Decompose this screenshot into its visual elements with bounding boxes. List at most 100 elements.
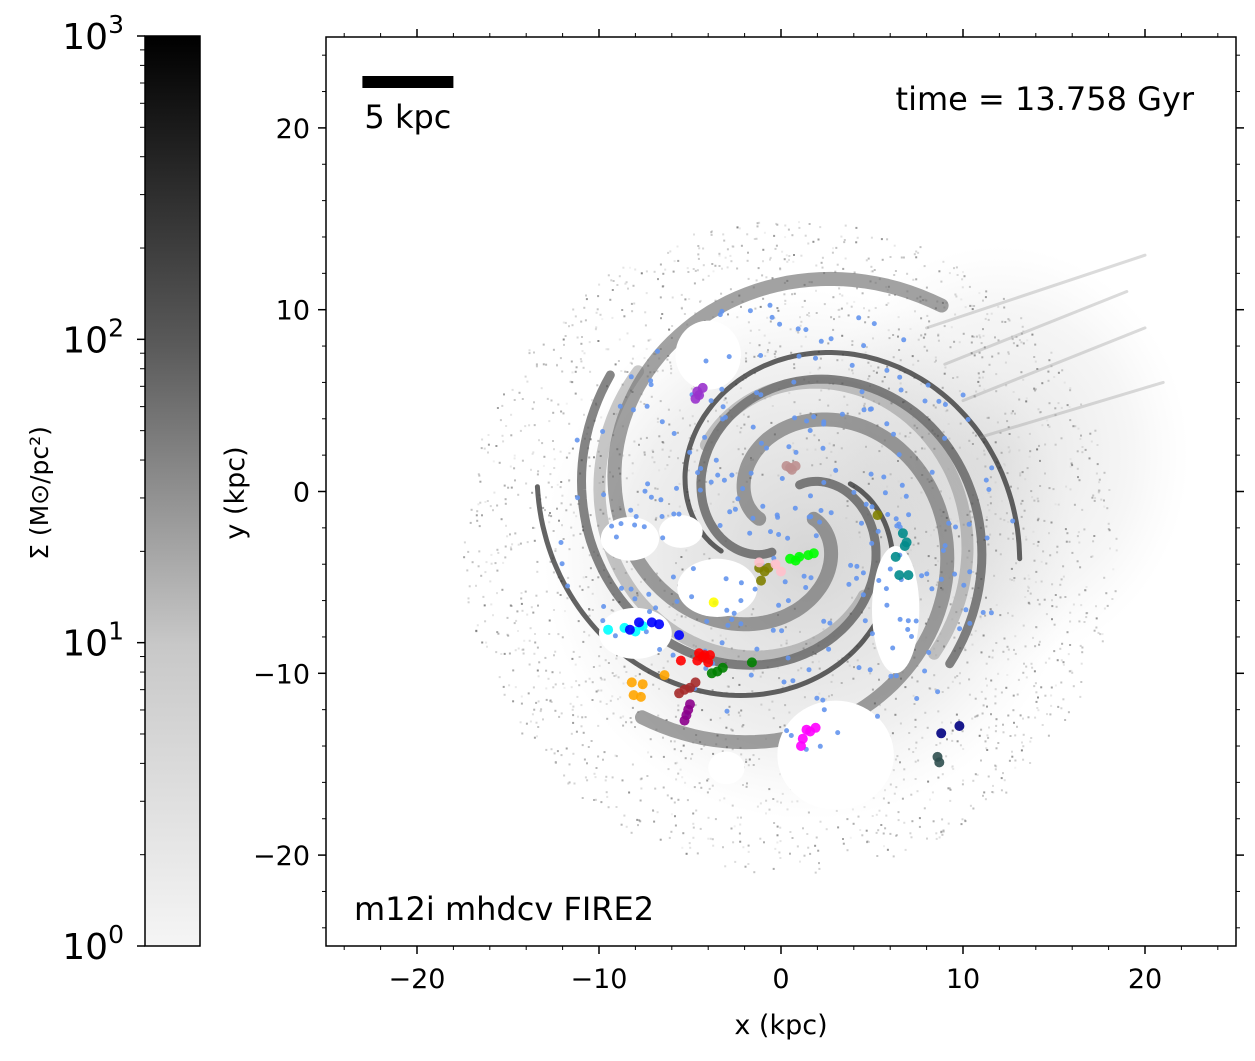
field-star-point xyxy=(769,314,775,320)
field-star-point xyxy=(891,431,896,437)
field-star-point xyxy=(727,509,733,515)
field-star-point xyxy=(781,679,787,685)
field-star-point xyxy=(868,471,874,477)
y-tick-label: 0 xyxy=(293,478,310,509)
y-tick-label: −10 xyxy=(253,659,310,690)
cluster-point xyxy=(637,679,648,690)
field-star-point xyxy=(779,628,785,634)
field-star-point xyxy=(901,337,907,343)
cluster-point xyxy=(634,617,644,628)
field-star-point xyxy=(784,728,790,734)
star-cluster xyxy=(626,670,670,702)
y-axis-label: y (kpc) xyxy=(220,446,251,539)
field-star-point xyxy=(697,487,703,493)
y-tick-label: 10 xyxy=(276,296,310,327)
field-star-point xyxy=(828,336,834,342)
field-star-point xyxy=(989,465,995,471)
star-cluster xyxy=(674,677,701,699)
field-star-point xyxy=(818,338,824,344)
field-star-point xyxy=(942,402,948,407)
simulation-name: m12i mhdcv FIRE2 xyxy=(354,890,654,928)
field-star-point xyxy=(835,730,841,736)
field-star-point xyxy=(861,343,867,349)
field-star-point xyxy=(826,646,832,652)
field-star-point xyxy=(851,489,857,495)
field-star-point xyxy=(875,713,880,719)
cluster-point xyxy=(679,715,690,726)
cluster-point xyxy=(936,728,947,739)
colorbar-tick-label: 103 xyxy=(62,10,124,58)
cluster-point xyxy=(890,551,901,562)
field-star-point xyxy=(808,493,813,499)
field-star-point xyxy=(715,472,721,478)
star-cluster xyxy=(624,617,685,641)
y-tick-label: −20 xyxy=(253,841,310,872)
field-star-point xyxy=(747,308,753,314)
field-star-point xyxy=(884,421,890,427)
field-star-point xyxy=(881,474,887,480)
field-star-point xyxy=(724,607,730,613)
field-star-point xyxy=(952,571,958,577)
field-star-point xyxy=(752,586,758,592)
field-star-point xyxy=(630,407,636,413)
field-star-point xyxy=(869,504,875,510)
field-star-point xyxy=(750,424,756,430)
cluster-point xyxy=(624,624,635,635)
field-star-point xyxy=(632,522,638,528)
field-star-point xyxy=(779,476,785,481)
colorbar: 100 101 102 103 Σ (M⊙/pc²) xyxy=(25,10,201,968)
field-star-point xyxy=(893,516,899,522)
field-star-point xyxy=(600,618,606,624)
field-star-point xyxy=(704,618,710,624)
field-star-point xyxy=(946,520,952,526)
cluster-point xyxy=(675,655,686,666)
field-star-point xyxy=(792,415,798,421)
star-cluster xyxy=(932,751,945,768)
colorbar-tick-label: 100 xyxy=(62,920,124,968)
field-star-point xyxy=(658,497,664,503)
field-star-point xyxy=(770,627,776,633)
field-star-point xyxy=(856,665,862,671)
field-star-point xyxy=(717,523,723,528)
field-star-point xyxy=(893,673,899,679)
field-star-point xyxy=(720,404,726,410)
cluster-point xyxy=(776,566,786,577)
field-star-point xyxy=(764,445,769,451)
field-star-point xyxy=(863,501,869,507)
field-star-point xyxy=(1010,518,1016,524)
field-star-point xyxy=(653,605,659,611)
field-star-point xyxy=(788,733,794,738)
field-star-point xyxy=(617,403,623,409)
cluster-point xyxy=(603,624,614,635)
field-star-point xyxy=(760,503,766,509)
field-star-point xyxy=(795,326,801,332)
field-star-point xyxy=(906,512,912,518)
field-star-point xyxy=(632,596,638,602)
field-star-point xyxy=(980,610,986,615)
field-star-point xyxy=(862,618,868,624)
field-star-point xyxy=(729,617,735,622)
cluster-point xyxy=(754,557,765,568)
cluster-point xyxy=(685,682,695,693)
cluster-point xyxy=(770,559,781,570)
field-star-point xyxy=(803,327,809,333)
field-star-point xyxy=(670,652,676,658)
cluster-point xyxy=(628,690,639,701)
field-star-point xyxy=(957,626,963,632)
field-star-point xyxy=(748,672,754,678)
field-star-point xyxy=(876,578,882,583)
field-star-point xyxy=(961,582,967,588)
field-star-point xyxy=(820,445,826,451)
field-star-point xyxy=(648,378,654,384)
cluster-point xyxy=(626,677,637,688)
time-annotation: time = 13.758 Gyr xyxy=(896,80,1195,118)
cluster-point xyxy=(706,668,717,679)
field-star-point xyxy=(600,429,606,434)
field-star-point xyxy=(813,533,819,539)
field-star-point xyxy=(719,640,725,646)
field-star-point xyxy=(807,428,813,433)
field-star-point xyxy=(660,535,666,541)
field-star-point xyxy=(738,580,744,586)
field-star-point xyxy=(914,696,920,701)
